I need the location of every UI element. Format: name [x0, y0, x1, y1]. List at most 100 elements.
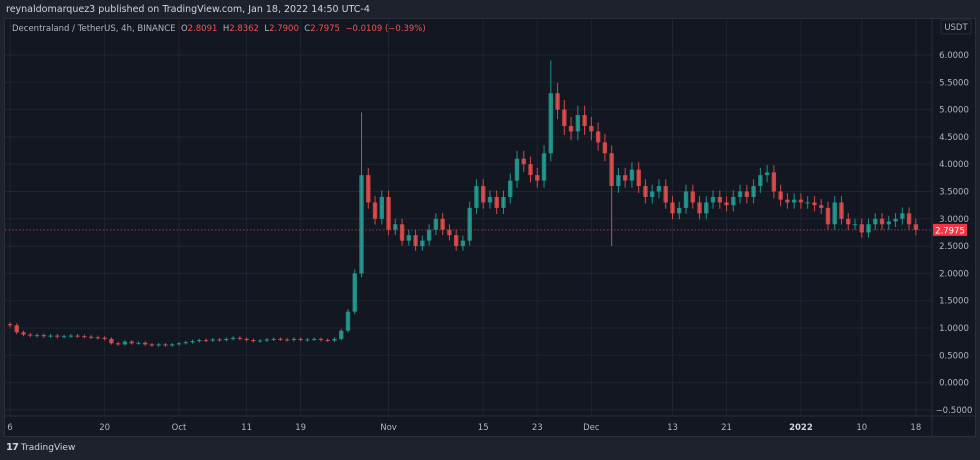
candle-up: [501, 196, 506, 208]
candle-down: [785, 199, 790, 203]
candle-down: [906, 213, 912, 225]
candle-down: [447, 229, 452, 236]
candle-up: [805, 202, 810, 204]
open-label: O: [180, 24, 188, 34]
y-tick-label: 2.5000: [939, 242, 969, 252]
x-tick-label: 13: [667, 423, 678, 433]
currency-label: USDT: [944, 23, 968, 33]
x-tick-label: 6: [7, 423, 12, 433]
candle-up: [487, 196, 493, 203]
x-tick-label: Nov: [380, 423, 397, 433]
candle-down: [366, 175, 371, 203]
candle-up: [210, 339, 215, 341]
candle-up: [866, 224, 871, 233]
x-tick-label: 10: [856, 423, 867, 433]
y-tick-label: 3.5000: [939, 188, 969, 198]
x-tick-label: 15: [478, 423, 489, 433]
x-tick-label: 23: [532, 423, 543, 433]
candle-up: [548, 93, 553, 154]
candle-down: [582, 115, 587, 126]
x-tick-label: 11: [241, 423, 252, 433]
candle-down: [88, 336, 94, 338]
x-tick-label: 21: [721, 423, 732, 433]
candle-up: [122, 341, 128, 345]
y-tick-label: 6.0000: [939, 51, 969, 61]
candle-up: [514, 158, 520, 181]
candle-down: [622, 175, 628, 181]
y-tick-label: 4.0000: [939, 160, 969, 170]
candle-down: [690, 191, 695, 203]
candle-down: [28, 334, 33, 336]
close-label: C: [304, 24, 311, 34]
candle-down: [562, 109, 567, 126]
candle-down: [798, 199, 804, 203]
y-tick-label: −0.5000: [936, 406, 973, 416]
candle-up: [751, 186, 756, 197]
candle-up: [393, 224, 398, 230]
candle-down: [481, 186, 486, 203]
candle-down: [21, 332, 26, 335]
candle-down: [453, 235, 459, 247]
candle-down: [589, 125, 594, 132]
high-label: H: [222, 24, 230, 34]
candle-up: [176, 343, 182, 345]
last-price-badge: [933, 223, 967, 236]
y-tick-label: 4.5000: [939, 133, 969, 143]
candle-down: [602, 142, 608, 154]
candle-up: [61, 336, 67, 338]
candle-down: [102, 337, 107, 339]
y-tick-label: 0.0000: [939, 379, 969, 389]
currency-badge: [940, 19, 972, 35]
candle-down: [109, 338, 114, 344]
candle-down: [251, 340, 256, 342]
x-tick-label: Oct: [172, 423, 187, 433]
candle-up: [345, 311, 351, 331]
y-tick-label: 1.5000: [939, 297, 969, 307]
candle-up: [886, 221, 891, 225]
candle-down: [771, 172, 777, 192]
candle-up: [271, 338, 276, 340]
x-tick-label: 20: [99, 423, 110, 433]
candle-up: [224, 338, 229, 341]
candle-down: [670, 202, 675, 214]
footer: 17 TradingView: [6, 442, 75, 453]
candle-down: [568, 125, 574, 132]
candle-down: [819, 205, 824, 208]
candle-up: [406, 235, 412, 241]
candle-down: [636, 169, 641, 187]
candle-down: [163, 344, 168, 346]
tradingview-logo-icon: 17: [6, 442, 19, 453]
candle-down: [859, 224, 864, 233]
candle-up: [474, 186, 479, 208]
candle-up: [156, 344, 161, 346]
candle-down: [643, 186, 648, 197]
publish-header: reynaldomarquez3 published on TradingVie…: [6, 4, 370, 15]
candle-up: [460, 240, 466, 247]
candle-up: [616, 175, 621, 187]
candle-up: [420, 240, 425, 247]
candle-up: [48, 335, 53, 337]
candle-up: [650, 191, 655, 197]
candle-down: [244, 338, 249, 341]
change-value: −0.0109 (−0.39%): [345, 24, 426, 34]
symbol-name: Decentraland / TetherUS, 4h, BINANCE: [12, 24, 176, 34]
low-label: L: [264, 24, 270, 34]
brand-name: TradingView: [20, 442, 76, 453]
candle-up: [433, 218, 439, 230]
chart-pane[interactable]: [4, 18, 976, 437]
y-tick-label: 2.0000: [939, 269, 969, 279]
candle-down: [663, 186, 668, 203]
candle-up: [508, 180, 513, 197]
candle-up: [704, 202, 709, 214]
candle-down: [440, 218, 445, 230]
candle-up: [68, 335, 74, 337]
candle-down: [82, 336, 87, 338]
y-tick-label: 0.5000: [939, 351, 969, 361]
x-tick-label: 18: [910, 423, 921, 433]
candle-down: [839, 202, 844, 219]
candle-up: [332, 338, 337, 341]
candle-down: [41, 335, 46, 337]
candle-up: [170, 344, 175, 346]
candle-up: [359, 175, 364, 274]
